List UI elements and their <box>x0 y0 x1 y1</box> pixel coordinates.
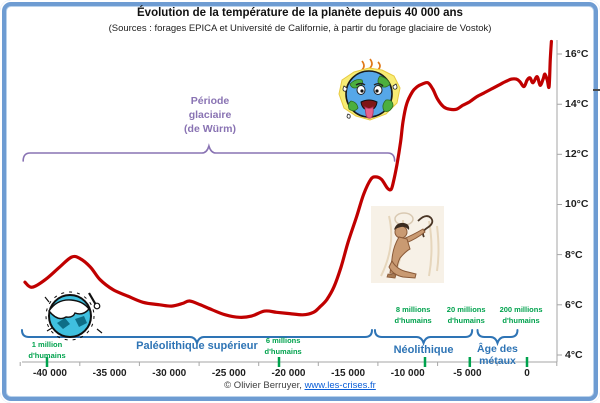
period-label: Âge des métaux <box>427 343 567 367</box>
x-tick-label: -35 000 <box>92 368 127 379</box>
glacial-period-label-line: (de Würm) <box>184 123 236 135</box>
period-brace <box>476 329 519 347</box>
page-title: Évolution de la température de la planèt… <box>137 7 463 19</box>
period-label: Néolithique <box>354 344 494 357</box>
attribution-link[interactable]: www.les-crises.fr <box>304 380 376 391</box>
period-label: Paléolithique supérieur <box>127 340 267 353</box>
period-label-line: Âge des <box>477 343 518 355</box>
frozen-earth-icon <box>44 291 103 341</box>
x-tick-label: -20 000 <box>271 368 306 379</box>
temperature-curve <box>23 39 553 319</box>
thermometer-bulb <box>93 302 101 310</box>
population-label-line: 1 million <box>31 340 63 349</box>
tongue <box>364 106 374 119</box>
folded-leg <box>388 259 417 279</box>
y-tick-label: 8°C <box>565 248 583 261</box>
period-brace <box>20 329 373 347</box>
sweat-drop <box>346 113 351 119</box>
x-tick-label: -25 000 <box>211 368 246 379</box>
population-label: 20 millions d'humains <box>431 304 501 326</box>
population-label-line: 6 millions <box>265 336 301 345</box>
y-tick-label: 10°C <box>565 198 589 211</box>
landmass <box>57 316 87 329</box>
continent <box>382 99 394 112</box>
sketch-splashes <box>45 291 95 341</box>
y-tick-label: 12°C <box>565 148 589 161</box>
population-label-line: d'humains <box>264 347 302 356</box>
y-tick-label: 6°C <box>565 298 583 311</box>
reaching-arm <box>402 228 426 244</box>
splash-strokes <box>44 296 103 334</box>
glacial-period-label: Période glaciaire (de Würm) <box>130 94 290 136</box>
period-label-line: Néolithique <box>393 344 454 356</box>
population-label: 1 million d'humains <box>12 339 82 361</box>
population-label-line: d'humains <box>502 316 540 325</box>
x-tick-label: -40 000 <box>33 368 67 379</box>
glacial-period-label-line: Période <box>190 95 230 107</box>
x-tick-label: -15 000 <box>331 368 366 379</box>
y-tick-label: 4°C <box>565 348 583 361</box>
attribution-text: © Olivier Berruyer, <box>224 380 305 391</box>
thermometer <box>88 292 97 306</box>
population-label-line: 8 millions <box>395 305 431 314</box>
sweat-drop <box>342 85 348 92</box>
hair <box>394 222 410 230</box>
prehistoric-human-illustration <box>371 206 444 283</box>
x-tick-label: -5 000 <box>453 368 482 379</box>
period-label-line: Paléolithique supérieur <box>136 340 258 352</box>
population-label-line: 20 millions <box>446 305 486 314</box>
right-edge-tick <box>593 89 600 91</box>
period-brace <box>373 329 474 347</box>
pupil <box>360 89 364 93</box>
x-tick-label: -10 000 <box>390 368 425 379</box>
page-subtitle: (Sources : forages EPICA et Université d… <box>108 23 492 34</box>
overheated-earth-icon <box>338 58 401 121</box>
eyebrow <box>373 83 384 87</box>
sweat-drop <box>392 83 398 90</box>
glacial-period-brace <box>22 143 396 162</box>
attribution: © Olivier Berruyer, www.les-crises.fr <box>0 380 600 391</box>
period-label-line: métaux <box>479 354 516 367</box>
y-tick-label: 16°C <box>565 48 589 60</box>
population-label-line: d'humains <box>447 316 485 325</box>
eyebrow <box>355 82 366 86</box>
ice-cap <box>48 299 90 320</box>
population-label: 200 millions d'humains <box>486 304 556 326</box>
population-label: 6 millions d'humains <box>248 335 318 357</box>
x-tick-label: -30 000 <box>152 368 187 379</box>
y-tick-label: 14°C <box>565 98 589 111</box>
foot <box>386 273 397 279</box>
x-tick-label: 0 <box>524 368 530 379</box>
population-label-line: d'humains <box>394 316 432 325</box>
population-label-line: d'humains <box>28 351 66 360</box>
glacial-period-label-line: glaciaire <box>188 109 232 121</box>
population-label-line: 200 millions <box>499 305 543 314</box>
pupil <box>375 89 379 93</box>
continent <box>347 100 359 112</box>
population-label: 8 millions d'humains <box>378 304 448 326</box>
